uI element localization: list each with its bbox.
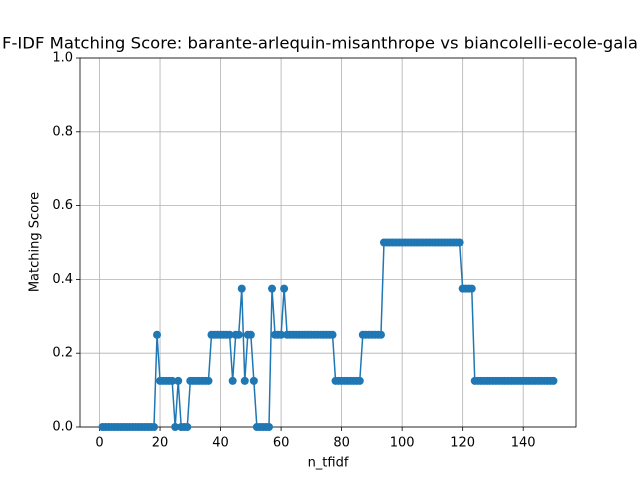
data-point bbox=[355, 376, 364, 385]
data-point bbox=[171, 423, 180, 431]
x-tick-label: 60 bbox=[273, 436, 290, 451]
data-point bbox=[240, 376, 249, 385]
data-point bbox=[234, 330, 243, 339]
y-tick-label: 0.2 bbox=[52, 346, 73, 361]
y-axis-label: Matching Score bbox=[28, 192, 43, 292]
data-point bbox=[168, 376, 177, 385]
data-point bbox=[249, 376, 258, 385]
y-tick-label: 0.0 bbox=[52, 420, 73, 435]
data-point bbox=[277, 330, 286, 339]
data-point bbox=[183, 423, 192, 431]
chart-title: F-IDF Matching Score: barante-arlequin-m… bbox=[2, 34, 638, 53]
data-point bbox=[246, 330, 255, 339]
y-tick-label: 0.4 bbox=[52, 272, 73, 287]
y-tick-label: 0.6 bbox=[52, 198, 73, 213]
data-point bbox=[264, 423, 273, 431]
data-point bbox=[204, 376, 213, 385]
data-point bbox=[225, 330, 234, 339]
x-axis-label: n_tfidf bbox=[308, 456, 349, 471]
data-point bbox=[549, 376, 558, 385]
data-point bbox=[328, 330, 337, 339]
data-point bbox=[467, 284, 476, 293]
x-tick-label: 120 bbox=[450, 436, 475, 451]
data-point bbox=[376, 330, 385, 339]
data-point bbox=[228, 376, 237, 385]
x-tick-label: 40 bbox=[212, 436, 229, 451]
data-point bbox=[153, 330, 162, 339]
plot-frame bbox=[79, 57, 577, 428]
data-point bbox=[149, 423, 158, 431]
x-tick-label: 100 bbox=[390, 436, 415, 451]
data-point bbox=[280, 284, 289, 293]
y-tick-label: 1.0 bbox=[52, 51, 73, 66]
x-tick-label: 0 bbox=[95, 436, 103, 451]
data-point bbox=[237, 284, 246, 293]
data-point bbox=[455, 238, 464, 247]
y-tick-label: 0.8 bbox=[52, 124, 73, 139]
x-tick-label: 20 bbox=[152, 436, 169, 451]
data-point bbox=[268, 284, 277, 293]
x-tick-label: 140 bbox=[511, 436, 536, 451]
data-point bbox=[174, 376, 183, 385]
x-tick-label: 80 bbox=[333, 436, 350, 451]
